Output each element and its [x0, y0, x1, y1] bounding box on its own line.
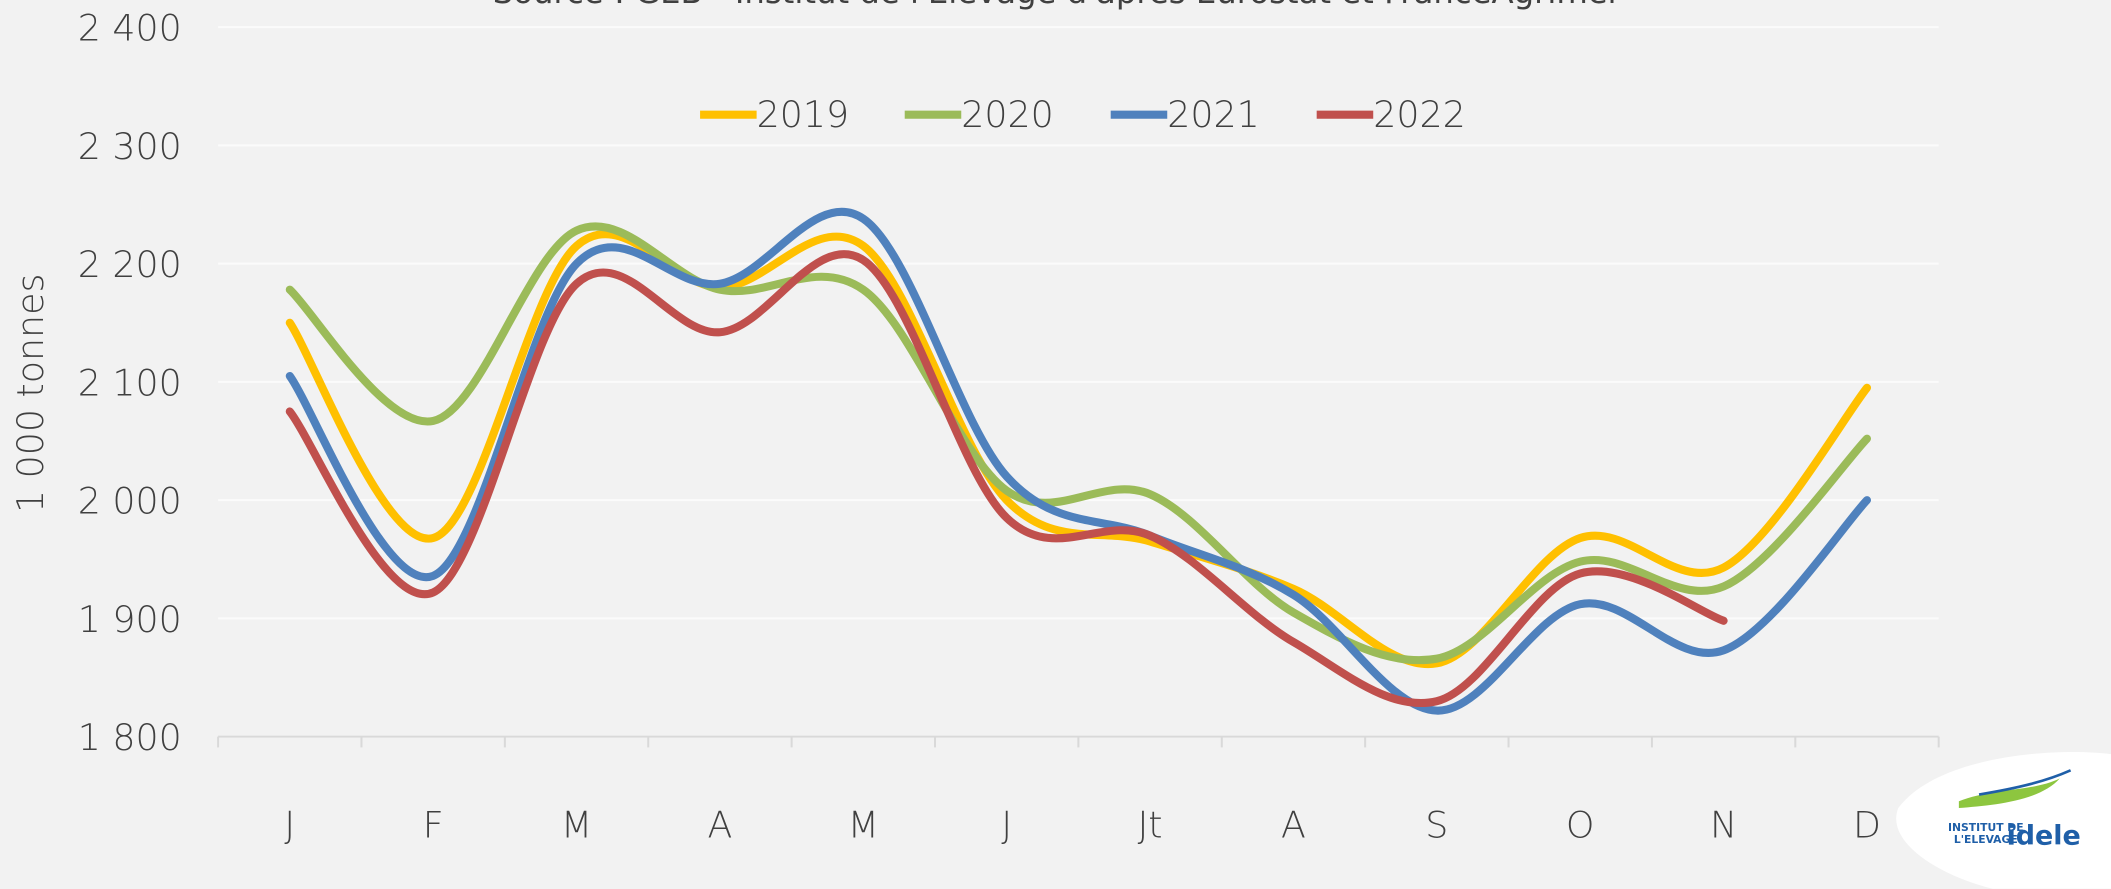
logo-text: INSTITUT DE	[1948, 821, 2024, 834]
series-line	[285, 207, 1872, 715]
subtitle: Source : GEB - Institut de l'Elevage d'a…	[493, 0, 1622, 11]
x-tick-label: O	[1566, 804, 1595, 847]
logo-text: L'ELEVAGE	[1954, 833, 2018, 846]
logo-background	[1896, 751, 2111, 889]
x-tick-label: Jt	[1138, 804, 1163, 847]
logo-swoosh-line	[1978, 769, 2072, 796]
logo-swoosh	[1958, 778, 2060, 809]
y-tick-label: 2 200	[78, 243, 182, 286]
x-tick-label: N	[1710, 804, 1737, 847]
logo: INSTITUT DE L'ELEVAGE idele	[1896, 751, 2111, 889]
x-tick-label: D	[1853, 804, 1881, 847]
y-tick-label: 2 100	[78, 361, 182, 404]
y-tick-label: 2 300	[78, 125, 182, 168]
legend-label: 2019	[757, 93, 850, 136]
x-tick-label: M	[848, 804, 879, 847]
x-tick-label: J	[284, 804, 295, 847]
x-tick-label: J	[1001, 804, 1012, 847]
legend-label: 2022	[1373, 93, 1466, 136]
series-line	[285, 250, 1728, 707]
y-tick-label: 2 400	[78, 7, 182, 50]
x-tick-label: M	[561, 804, 592, 847]
logo-brand: idele	[2007, 820, 2081, 851]
x-tick-label: A	[1281, 804, 1306, 847]
legend-label: 2021	[1167, 93, 1260, 136]
series-line	[285, 230, 1872, 669]
y-tick-label: 2 000	[78, 480, 182, 523]
x-tick-label: A	[707, 804, 732, 847]
x-tick-label: F	[423, 804, 444, 847]
y-tick-label: 1 900	[78, 598, 182, 641]
y-tick-label: 1 800	[78, 716, 182, 759]
y-axis-label: 1 000 tonnes	[9, 274, 52, 513]
x-tick-label: S	[1425, 804, 1448, 847]
legend-label: 2020	[961, 93, 1054, 136]
